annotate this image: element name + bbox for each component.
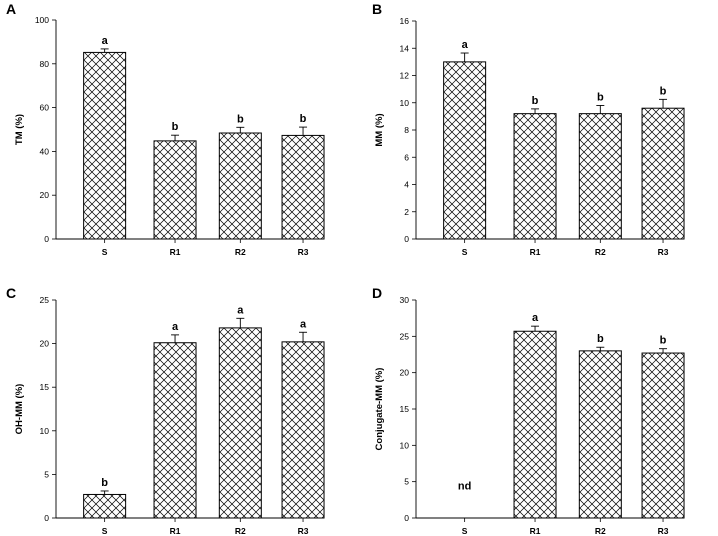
y-tick-label: 100 (35, 15, 49, 25)
y-tick-label: 15 (400, 404, 410, 414)
bar-r3 (281, 341, 325, 519)
y-tick-label: 0 (44, 234, 49, 244)
y-tick-label: 10 (40, 426, 50, 436)
category-label-r1: R1 (170, 247, 181, 257)
bar-r2 (218, 132, 262, 240)
y-tick-label: 20 (400, 368, 410, 378)
category-label-r3: R3 (298, 247, 309, 257)
bar-r1 (513, 330, 557, 519)
significance-label-s: b (101, 477, 108, 489)
y-tick-label: 12 (400, 71, 410, 81)
y-tick-label: 0 (44, 513, 49, 523)
y-tick-label: 20 (40, 339, 50, 349)
chart-panel-a: A TM (%) 0 20 40 60 80 100 Sa R1 b R2 b R3 b (6, 1, 325, 257)
bar-r2 (578, 113, 622, 240)
bar-s (83, 51, 127, 240)
y-tick-label: 16 (400, 16, 410, 26)
significance-label-s: a (102, 35, 109, 47)
category-label-r2: R2 (235, 247, 246, 257)
y-tick-label: 4 (404, 180, 409, 190)
y-tick-label: 15 (40, 382, 50, 392)
significance-label-r1: a (532, 312, 539, 324)
y-tick-label: 25 (40, 295, 50, 305)
y-axis-title: MM (%) (374, 113, 385, 146)
significance-label-s: nd (458, 481, 471, 493)
chart-panel-b: B MM (%) 0 2 4 6 8 10 12 14 16 Sa R1 b R2 b R3 b (372, 1, 685, 257)
y-tick-label: 60 (40, 103, 50, 113)
category-label-s: S (462, 526, 468, 536)
category-label-s: S (462, 247, 468, 257)
bar-r1 (513, 113, 557, 240)
panel-letter: D (372, 285, 382, 301)
y-axis-title: TM (%) (14, 114, 25, 145)
y-axis-title: Conjugate-MM (%) (374, 368, 385, 451)
bar-r2 (578, 350, 622, 519)
significance-label-r1: a (172, 321, 179, 333)
category-label-r3: R3 (298, 526, 309, 536)
bar-s (83, 493, 127, 519)
y-tick-label: 0 (404, 234, 409, 244)
category-label-r1: R1 (170, 526, 181, 536)
significance-label-r2: b (237, 113, 244, 125)
y-tick-label: 30 (400, 295, 410, 305)
bar-r3 (641, 352, 685, 519)
y-tick-label: 40 (40, 146, 50, 156)
y-tick-label: 10 (400, 440, 410, 450)
y-tick-label: 0 (404, 513, 409, 523)
significance-label-r2: b (597, 333, 604, 345)
y-tick-label: 5 (44, 469, 49, 479)
significance-label-r3: a (300, 318, 307, 330)
y-tick-label: 80 (40, 59, 50, 69)
bar-r3 (641, 107, 685, 240)
y-axis-title: OH-MM (%) (14, 384, 25, 435)
significance-label-r2: a (237, 304, 244, 316)
category-label-r2: R2 (235, 526, 246, 536)
significance-label-r3: b (660, 335, 667, 347)
category-label-r1: R1 (530, 247, 541, 257)
category-label-s: S (102, 526, 108, 536)
panel-letter: B (372, 1, 382, 17)
significance-label-r1: b (172, 121, 179, 133)
y-tick-label: 8 (404, 125, 409, 135)
category-label-r3: R3 (658, 526, 669, 536)
bar-s (443, 61, 487, 240)
panel-letter: A (6, 1, 16, 17)
category-label-r2: R2 (595, 247, 606, 257)
significance-label-r3: b (300, 113, 307, 125)
y-tick-label: 6 (404, 152, 409, 162)
bar-r1 (153, 342, 197, 519)
chart-panel-c: C OH-MM (%) 0 5 10 15 20 25 Sb R1 a R2 a R3 a (6, 285, 325, 536)
significance-label-r1: b (532, 95, 539, 107)
y-tick-label: 2 (404, 207, 409, 217)
category-label-r1: R1 (530, 526, 541, 536)
category-label-r3: R3 (658, 247, 669, 257)
bar-r3 (281, 134, 325, 240)
chart-panel-d: D Conjugate-MM (%) 0 5 10 15 20 25 30 Snd R1 a R2 b R3… (372, 285, 685, 536)
significance-label-r3: b (660, 85, 667, 97)
panel-letter: C (6, 285, 16, 301)
category-label-s: S (102, 247, 108, 257)
y-tick-label: 14 (400, 43, 410, 53)
y-tick-label: 20 (40, 190, 50, 200)
y-tick-label: 10 (400, 98, 410, 108)
bar-r1 (153, 140, 197, 240)
category-label-r2: R2 (595, 526, 606, 536)
y-tick-label: 25 (400, 331, 410, 341)
significance-label-s: a (462, 39, 469, 51)
significance-label-r2: b (597, 91, 604, 103)
bar-r2 (218, 327, 262, 519)
y-tick-label: 5 (404, 477, 409, 487)
